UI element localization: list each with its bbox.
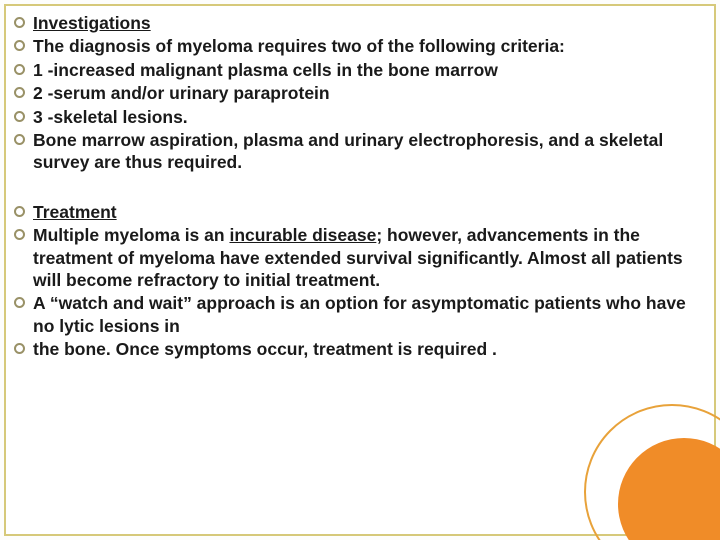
list-item: The diagnosis of myeloma requires two of…	[8, 35, 696, 58]
bullet-icon	[14, 87, 25, 98]
list-item: 1 -increased malignant plasma cells in t…	[8, 59, 696, 82]
bullet-icon	[14, 297, 25, 308]
bullet-text: Multiple myeloma is an incurable disease…	[33, 224, 696, 291]
decor-circle-outline	[584, 404, 720, 540]
bullet-icon	[14, 229, 25, 240]
list-item: 3 -skeletal lesions.	[8, 106, 696, 129]
list-item: Investigations	[8, 12, 696, 35]
bullet-icon	[14, 64, 25, 75]
bullet-icon	[14, 206, 25, 217]
bullet-text: 3 -skeletal lesions.	[33, 106, 188, 128]
bullet-icon	[14, 17, 25, 28]
bullet-block-1: Treatment Multiple myeloma is an incurab…	[8, 201, 696, 362]
bullet-text: Treatment	[33, 201, 117, 223]
list-item: Multiple myeloma is an incurable disease…	[8, 224, 696, 292]
bullet-text: the bone. Once symptoms occur, treatment…	[33, 338, 497, 360]
list-item: the bone. Once symptoms occur, treatment…	[8, 338, 696, 361]
bullet-text: Investigations	[33, 12, 151, 34]
slide-frame: Investigations The diagnosis of myeloma …	[4, 4, 716, 536]
bullet-text: 1 -increased malignant plasma cells in t…	[33, 59, 498, 81]
bullet-icon	[14, 134, 25, 145]
list-item: Treatment	[8, 201, 696, 224]
bullet-icon	[14, 343, 25, 354]
decor-circle-fill	[618, 438, 720, 540]
bullet-text: The diagnosis of myeloma requires two of…	[33, 35, 565, 57]
bullet-icon	[14, 111, 25, 122]
list-item: 2 -serum and/or urinary paraprotein	[8, 82, 696, 105]
bullet-text: Bone marrow aspiration, plasma and urina…	[33, 129, 696, 174]
bullet-text: 2 -serum and/or urinary paraprotein	[33, 82, 330, 104]
bullet-text: A “watch and wait” approach is an option…	[33, 292, 696, 337]
list-item: Bone marrow aspiration, plasma and urina…	[8, 129, 696, 175]
bullet-block-0: Investigations The diagnosis of myeloma …	[8, 12, 696, 175]
bullet-icon	[14, 40, 25, 51]
list-item: A “watch and wait” approach is an option…	[8, 292, 696, 338]
